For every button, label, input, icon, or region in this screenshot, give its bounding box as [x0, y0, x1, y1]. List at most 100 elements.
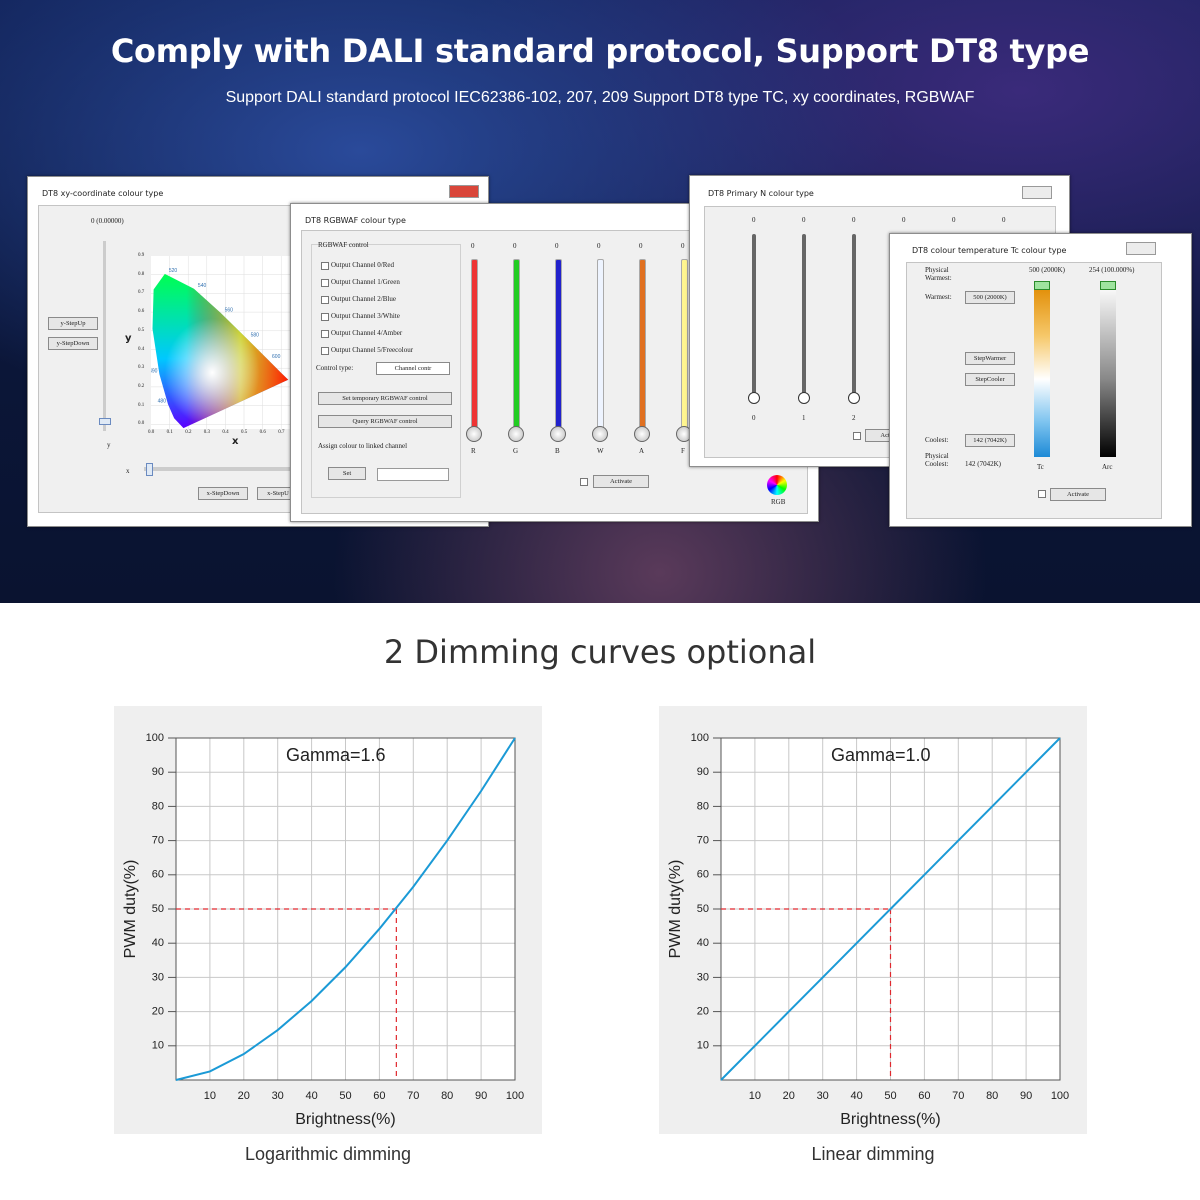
y-slider[interactable]: [103, 241, 106, 431]
button[interactable]: Set temporary RGBWAF control: [318, 392, 452, 405]
x-tick-label: 20: [238, 1090, 250, 1102]
tc-bar[interactable]: [1034, 284, 1050, 457]
checkbox[interactable]: [321, 279, 329, 287]
slider-knob[interactable]: [748, 392, 760, 404]
x-slider[interactable]: [144, 467, 314, 471]
value-label: 254 (100.000%): [1089, 266, 1135, 274]
channel-letter: G: [513, 447, 519, 455]
x-tick-label: 20: [783, 1090, 795, 1102]
button[interactable]: Query RGBWAF control: [318, 415, 452, 428]
checkbox[interactable]: [853, 432, 861, 440]
button[interactable]: Activate: [593, 475, 649, 488]
value-label: 0 (0.00000): [91, 217, 124, 225]
y-tick-label: 50: [152, 903, 164, 915]
slider-track[interactable]: [471, 259, 478, 431]
slider-track[interactable]: [597, 259, 604, 431]
y-tick-label: 50: [697, 903, 709, 915]
channel-label: Output Channel 2/Blue: [331, 295, 396, 303]
checkbox[interactable]: [321, 330, 329, 338]
close-button[interactable]: [449, 185, 479, 198]
annotation: Gamma=1.0: [831, 745, 931, 765]
slider-track[interactable]: [802, 234, 806, 398]
slider-label: y: [107, 441, 111, 449]
label: Warmest:: [925, 293, 952, 301]
slider-knob[interactable]: [798, 392, 810, 404]
y-tick-label: 70: [697, 835, 709, 847]
close-button[interactable]: [1126, 242, 1156, 255]
slider-knob[interactable]: [592, 426, 608, 442]
checkbox[interactable]: [321, 347, 329, 355]
slider-track[interactable]: [513, 259, 520, 431]
slider-track[interactable]: [639, 259, 646, 431]
button[interactable]: y-StepUp: [48, 317, 98, 330]
slider-track[interactable]: [681, 259, 688, 431]
slider-knob[interactable]: [466, 426, 482, 442]
checkbox[interactable]: [580, 478, 588, 486]
y-axis-label: PWM duty(%): [667, 860, 684, 959]
checkbox[interactable]: [321, 296, 329, 304]
arc-thumb[interactable]: [1100, 281, 1116, 290]
y-axis-label: PWM duty(%): [122, 860, 139, 959]
slider-label: 0: [752, 414, 756, 422]
button[interactable]: StepWarmer: [965, 352, 1015, 365]
x-tick-label: 70: [407, 1090, 419, 1102]
arc-bar[interactable]: [1100, 284, 1116, 457]
slider-knob[interactable]: [508, 426, 524, 442]
y-tick-label: 30: [697, 971, 709, 983]
level-label: 0: [597, 242, 601, 250]
y-tick-label: 70: [152, 835, 164, 847]
value-box[interactable]: 500 (2000K): [965, 291, 1015, 304]
button[interactable]: x-StepDown: [198, 487, 248, 500]
y-tick-label: 0.4: [138, 346, 145, 352]
checkbox[interactable]: [321, 313, 329, 321]
x-tick-label: 0.2: [185, 430, 192, 435]
x-axis-label: Brightness(%): [840, 1111, 940, 1128]
y-tick-label: 10: [697, 1040, 709, 1052]
channel-letter: W: [597, 447, 604, 455]
slider-track[interactable]: [555, 259, 562, 431]
caption: Logarithmic dimming: [245, 1144, 411, 1164]
slider-thumb[interactable]: [146, 463, 153, 476]
dialog-title: DT8 RGBWAF colour type: [305, 216, 406, 225]
banner: Comply with DALI standard protocol, Supp…: [0, 0, 1200, 603]
label: Coolest:: [925, 436, 949, 444]
checkbox[interactable]: [1038, 490, 1046, 498]
button[interactable]: y-StepDown: [48, 337, 98, 350]
y-tick-label: 20: [697, 1006, 709, 1018]
slider-track[interactable]: [752, 234, 756, 398]
y-tick-label: 90: [697, 766, 709, 778]
group-label: RGBWAF control: [318, 241, 369, 249]
slider-knob[interactable]: [848, 392, 860, 404]
color-wheel[interactable]: [767, 475, 787, 495]
x-tick-label: 0.7: [278, 430, 285, 435]
gamut-plot: 480490500520540560580600: [151, 256, 291, 429]
control-type-label: Control type:: [316, 364, 354, 372]
slider-thumb[interactable]: [99, 418, 111, 425]
select[interactable]: [377, 468, 449, 481]
wavelength-label: 600: [272, 354, 281, 360]
button[interactable]: Set: [328, 467, 366, 480]
channel-letter: B: [555, 447, 560, 455]
checkbox[interactable]: [321, 262, 329, 270]
x-tick-label: 80: [986, 1090, 998, 1102]
tc-thumb[interactable]: [1034, 281, 1050, 290]
y-tick-label: 0.0: [138, 421, 145, 427]
assign-label: Assign colour to linked channel: [318, 442, 408, 450]
y-tick-label: 0.1: [138, 402, 145, 408]
x-tick-label: 60: [373, 1090, 385, 1102]
button[interactable]: StepCooler: [965, 373, 1015, 386]
button[interactable]: Activate: [1050, 488, 1106, 501]
value-box[interactable]: 142 (7042K): [965, 434, 1015, 447]
close-button[interactable]: [1022, 186, 1052, 199]
x-tick-label: 0.4: [222, 430, 229, 435]
select[interactable]: Channel contr: [376, 362, 450, 375]
slider-track[interactable]: [852, 234, 856, 398]
slider-knob[interactable]: [550, 426, 566, 442]
slider-knob[interactable]: [634, 426, 650, 442]
curve: [720, 737, 1061, 1081]
level-label: 0: [639, 242, 643, 250]
channel-label: Output Channel 3/White: [331, 312, 400, 320]
channel-letter: A: [639, 447, 645, 455]
y-tick-label: 0.7: [138, 290, 145, 296]
level-label: 0: [952, 216, 956, 224]
